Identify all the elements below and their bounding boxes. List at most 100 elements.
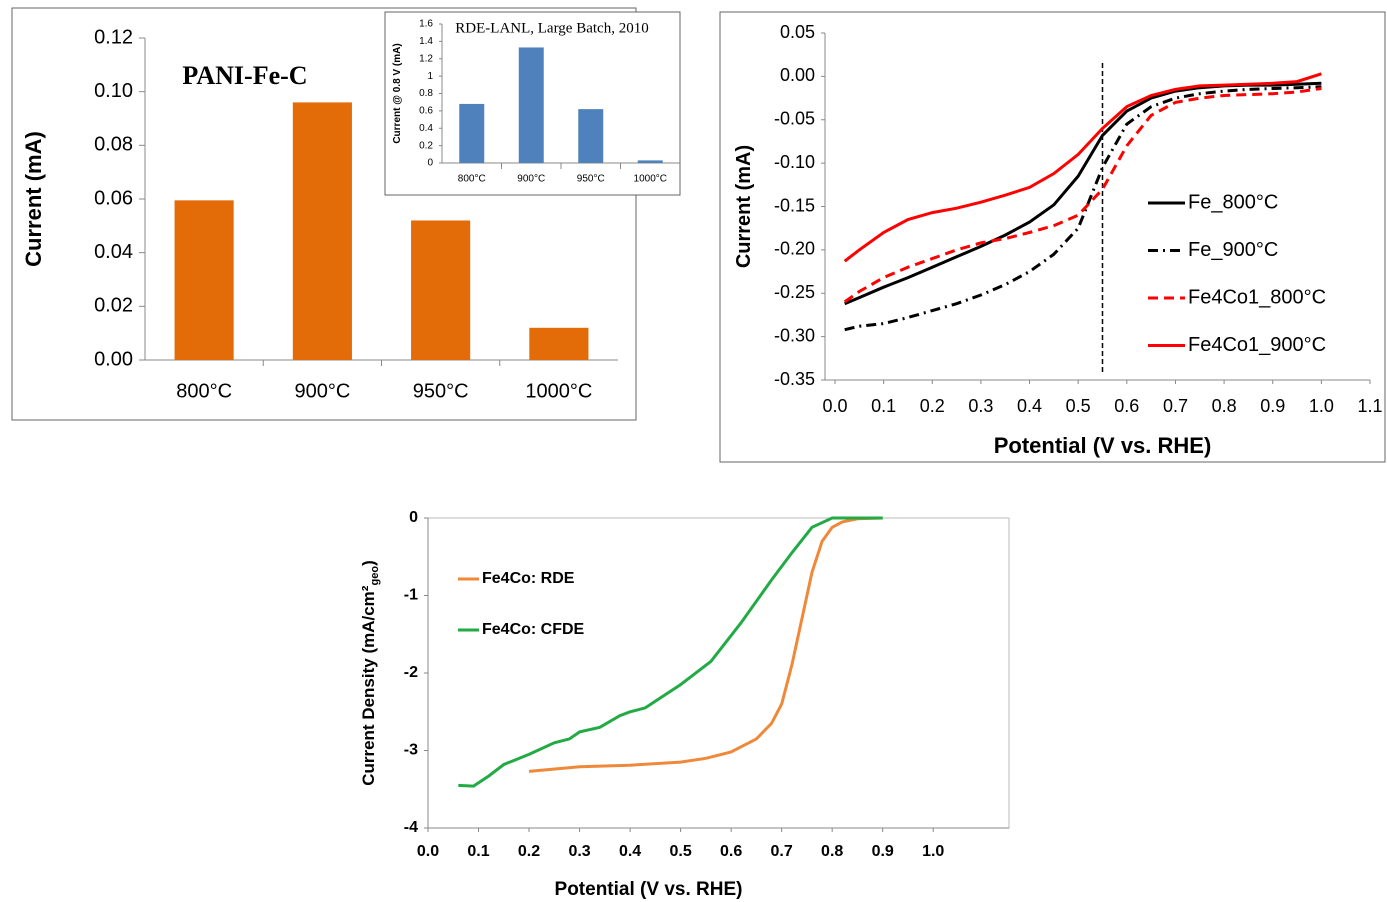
y-axis-label: Current @ 0.8 V (mA)	[392, 43, 403, 143]
x-tick-label: 0.6	[1114, 396, 1139, 416]
x-tick-label: 0.9	[872, 843, 894, 860]
x-tick-label: 0.8	[821, 843, 843, 860]
y-tick-label: 0.00	[780, 65, 815, 85]
y-tick-label: 0.6	[419, 106, 433, 117]
x-tick-label: 0.0	[822, 396, 847, 416]
x-axis-label: Potential (V vs. RHE)	[555, 879, 743, 900]
chart: 0.05 0.00 -0.05 -0.10 -0.15 -0.20 -0.25 -0.30 -0…	[733, 22, 1382, 458]
y-axis-label: Current Density (mA/cm²geo)	[359, 560, 381, 786]
x-tick-label: 1.1	[1357, 396, 1382, 416]
y-tick-label: 0.06	[94, 187, 133, 209]
bar	[411, 220, 471, 360]
x-axis-label: Potential (V vs. RHE)	[994, 433, 1212, 458]
x-tick-label: 0.3	[568, 843, 590, 860]
y-tick-label: 0	[409, 509, 418, 526]
y-tick-label: -1	[404, 587, 418, 604]
bar	[174, 200, 234, 360]
x-tick-label: 1.0	[922, 843, 944, 860]
x-tick-label: 0.2	[518, 843, 540, 860]
series-line	[843, 72, 1322, 263]
y-axis-label: Current (mA)	[21, 131, 46, 267]
x-tick-label: 0.5	[1066, 396, 1091, 416]
legend-label: Fe4Co: RDE	[482, 570, 575, 587]
bar	[459, 103, 485, 163]
x-tick-label: 0.1	[871, 396, 896, 416]
y-tick-label: 0.8	[419, 88, 433, 99]
series-line	[458, 516, 883, 788]
plot-box	[427, 517, 1010, 829]
legend-label: Fe4Co: CFDE	[482, 621, 585, 638]
series-line	[843, 87, 1322, 304]
y-tick-label: -0.35	[774, 369, 815, 389]
y-tick-label: 1	[427, 71, 433, 82]
y-tick-label: -4	[404, 819, 418, 836]
bar	[637, 160, 663, 163]
bar	[578, 109, 604, 163]
bar	[518, 47, 544, 163]
y-tick-label: -0.20	[774, 239, 815, 259]
x-tick-label: 950°C	[577, 174, 605, 185]
legend-label: Fe_900°C	[1188, 239, 1278, 261]
y-tick-label: -0.30	[774, 325, 815, 345]
y-tick-label: 1.4	[419, 36, 433, 47]
x-tick-label: 800°C	[458, 174, 486, 185]
y-tick-label: 0	[427, 158, 433, 169]
y-tick-label: 0.10	[94, 80, 133, 102]
legend-label: Fe4Co1_800°C	[1188, 286, 1326, 308]
y-tick-label: -3	[404, 742, 418, 759]
x-tick-label: 1.0	[1309, 396, 1334, 416]
y-tick-label: 0.2	[419, 140, 433, 151]
y-tick-label: 0.05	[780, 22, 815, 42]
chart-frame	[719, 11, 1386, 463]
annotation: PANI-Fe-C	[182, 61, 307, 90]
x-tick-label: 1000°C	[525, 380, 592, 402]
bar	[529, 327, 589, 360]
y-tick-label: 0.04	[94, 241, 133, 263]
series-line	[528, 516, 883, 773]
y-tick-label: -0.25	[774, 282, 815, 302]
legend-label: Fe4Co1_900°C	[1188, 334, 1326, 356]
x-tick-label: 0.8	[1212, 396, 1237, 416]
legend-label: Fe_800°C	[1188, 191, 1278, 213]
y-axis-label-text: Current Density (mA/cm²	[359, 585, 378, 786]
x-tick-label: 900°C	[517, 174, 545, 185]
y-tick-label: 1.6	[419, 19, 433, 30]
chart: 0.00 0.02 0.04 0.06 0.08 0.10 0.12 Current (mA)…	[21, 26, 618, 402]
chart: 0 0.2 0.4 0.6 0.8 1 1.2 1.4 1.6 Current @ 0.8 V (…	[384, 11, 681, 196]
x-tick-label: 0.3	[968, 396, 993, 416]
x-tick-label: 0.6	[720, 843, 742, 860]
x-tick-label: 1000°C	[634, 174, 667, 185]
x-tick-label: 0.2	[920, 396, 945, 416]
x-tick-label: 900°C	[294, 380, 350, 402]
x-tick-label: 0.1	[467, 843, 489, 860]
chart: 0 -1 -2 -3 -4 Current Density (mA/cm²geo) Pote…	[359, 509, 1009, 900]
bar	[292, 102, 352, 361]
y-tick-label: -2	[404, 664, 418, 681]
y-tick-label: 0.00	[94, 348, 133, 370]
y-tick-label: 1.2	[419, 53, 433, 64]
y-axis-label-text: Current (mA)	[733, 145, 755, 268]
y-tick-label: -0.10	[774, 152, 815, 172]
y-axis-label: Current (mA)	[733, 145, 755, 268]
x-tick-label: 950°C	[413, 380, 469, 402]
y-tick-label: 0.08	[94, 134, 133, 156]
x-tick-label: 0.4	[619, 843, 641, 860]
y-tick-label: 0.12	[94, 26, 133, 48]
y-tick-label: 0.4	[419, 123, 433, 134]
x-tick-label: 0.7	[771, 843, 793, 860]
x-tick-label: 800°C	[176, 380, 232, 402]
x-tick-label: 0.7	[1163, 396, 1188, 416]
y-tick-label: -0.05	[774, 109, 815, 129]
x-tick-label: 0.9	[1260, 396, 1285, 416]
y-tick-label: 0.02	[94, 295, 133, 317]
y-axis-label-text: Current (mA)	[21, 131, 46, 267]
x-tick-label: 0.0	[417, 843, 439, 860]
x-tick-label: 0.4	[1017, 396, 1042, 416]
y-axis-label-end: )	[359, 560, 378, 566]
y-axis-label-sub: geo	[369, 566, 381, 586]
chart-title: RDE-LANL, Large Batch, 2010	[455, 20, 648, 36]
y-axis-label-text: Current @ 0.8 V (mA)	[392, 43, 403, 143]
y-tick-label: -0.15	[774, 195, 815, 215]
x-tick-label: 0.5	[669, 843, 691, 860]
